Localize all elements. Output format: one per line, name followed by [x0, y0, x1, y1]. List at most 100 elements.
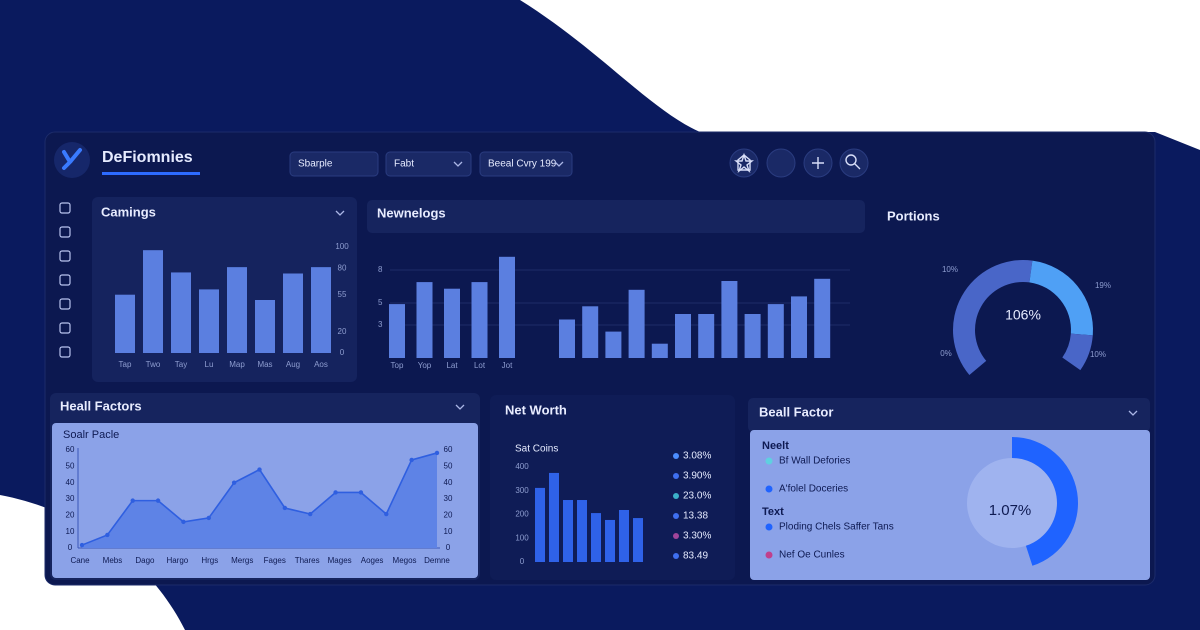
donut-arc: [1012, 437, 1078, 566]
y-tick-label: 10: [66, 527, 75, 536]
nav-icon[interactable]: [59, 346, 71, 358]
select[interactable]: [385, 151, 472, 177]
select-label: Sbarple: [298, 159, 333, 170]
legend-label: 83.49: [683, 551, 708, 562]
y-tick-label: 5: [378, 298, 383, 307]
point: [257, 467, 262, 472]
bar: [582, 306, 599, 358]
select[interactable]: [479, 151, 573, 177]
bar: [143, 250, 163, 353]
bar: [605, 331, 622, 358]
bar: [814, 278, 831, 358]
bar: [199, 289, 219, 353]
x-tick-label: Cane: [70, 556, 90, 565]
x-tick-label: Lu: [205, 360, 214, 369]
bar: [283, 273, 303, 353]
gauge-segment: [1062, 333, 1093, 371]
legend-label: 3.90%: [683, 471, 711, 482]
nav-icon[interactable]: [59, 226, 71, 238]
chevron[interactable]: [1128, 410, 1138, 416]
y-tick-label: 60: [66, 445, 75, 454]
x-tick-label: Mebs: [103, 556, 123, 565]
nav-icon[interactable]: [59, 274, 71, 286]
bar: [535, 487, 545, 562]
x-tick-label: Tap: [119, 360, 132, 369]
y-tick-label: 20: [338, 327, 347, 336]
nav-icon[interactable]: [59, 250, 71, 262]
x-tick-label: Megos: [393, 556, 417, 565]
bar: [619, 509, 629, 562]
legend-dot: [673, 493, 679, 499]
nav-icon[interactable]: [59, 202, 71, 214]
x-tick-label: Two: [146, 360, 161, 369]
point: [434, 450, 440, 456]
chevron[interactable]: [453, 161, 463, 167]
card-header: [367, 200, 865, 233]
x-tick-label: Lat: [446, 361, 458, 370]
donut-center-label: 1.07%: [989, 502, 1032, 519]
legend-dot: [673, 533, 679, 539]
nav-icon[interactable]: [59, 322, 71, 334]
icon-button[interactable]: [729, 148, 759, 178]
point: [105, 532, 110, 538]
chevron[interactable]: [554, 161, 564, 167]
y2-tick-label: 40: [444, 478, 453, 487]
donut-inner: [967, 458, 1057, 548]
y-tick-label: 40: [66, 478, 75, 487]
legend-label: Ploding Chels Saffer Tans: [779, 522, 894, 533]
bar: [767, 304, 784, 358]
legend-dot: [673, 513, 679, 519]
bar: [605, 519, 615, 562]
y-tick-label: 100: [335, 242, 349, 251]
bar: [591, 513, 601, 562]
icon-button[interactable]: [766, 148, 796, 178]
point: [358, 490, 364, 495]
point: [79, 542, 85, 548]
point: [384, 511, 389, 517]
x-tick-label: Yop: [418, 361, 432, 370]
bar: [563, 500, 573, 562]
bar: [577, 500, 587, 562]
legend-label: 23.0%: [683, 491, 711, 502]
bar: [633, 518, 643, 562]
legend-label: 3.08%: [683, 451, 711, 462]
bar: [559, 319, 575, 358]
app-name: DeFiomnies: [102, 149, 193, 166]
legend-label: A'folel Doceries: [779, 484, 848, 495]
select-label: Fabt: [394, 159, 414, 170]
select-label: Beeal Cvry 199: [488, 159, 557, 170]
bar: [721, 281, 738, 358]
y-tick-label: 0: [68, 543, 73, 552]
y-tick-label: 80: [338, 263, 347, 272]
gauge-label: 0%: [940, 349, 952, 358]
y-tick-label: 20: [66, 510, 75, 519]
card-title: Camings: [101, 204, 156, 219]
gauge-label: 19%: [1095, 281, 1111, 290]
gauge-label: 10%: [1090, 350, 1106, 359]
bar: [549, 472, 559, 562]
chevron[interactable]: [335, 210, 345, 216]
group-heading: Text: [762, 506, 784, 518]
point: [181, 519, 186, 525]
point: [130, 498, 135, 503]
nav-icon[interactable]: [59, 298, 71, 310]
bar: [499, 256, 515, 358]
chevron[interactable]: [455, 404, 465, 410]
gauge-label: 10%: [942, 265, 958, 274]
bar: [698, 314, 715, 358]
select[interactable]: [289, 151, 379, 177]
bar: [471, 282, 488, 358]
y2-tick-label: 0: [446, 543, 451, 552]
y-tick-label: 100: [515, 533, 529, 542]
x-tick-label: Hargo: [166, 556, 188, 565]
y-tick-label: 8: [378, 265, 383, 274]
point: [409, 457, 414, 463]
x-tick-label: Demne: [424, 556, 450, 565]
bar: [311, 267, 331, 353]
point: [282, 505, 288, 511]
bar: [115, 294, 135, 353]
x-tick-label: Jot: [502, 361, 513, 370]
y-tick-label: 400: [515, 462, 529, 471]
icon-button[interactable]: [839, 148, 869, 178]
